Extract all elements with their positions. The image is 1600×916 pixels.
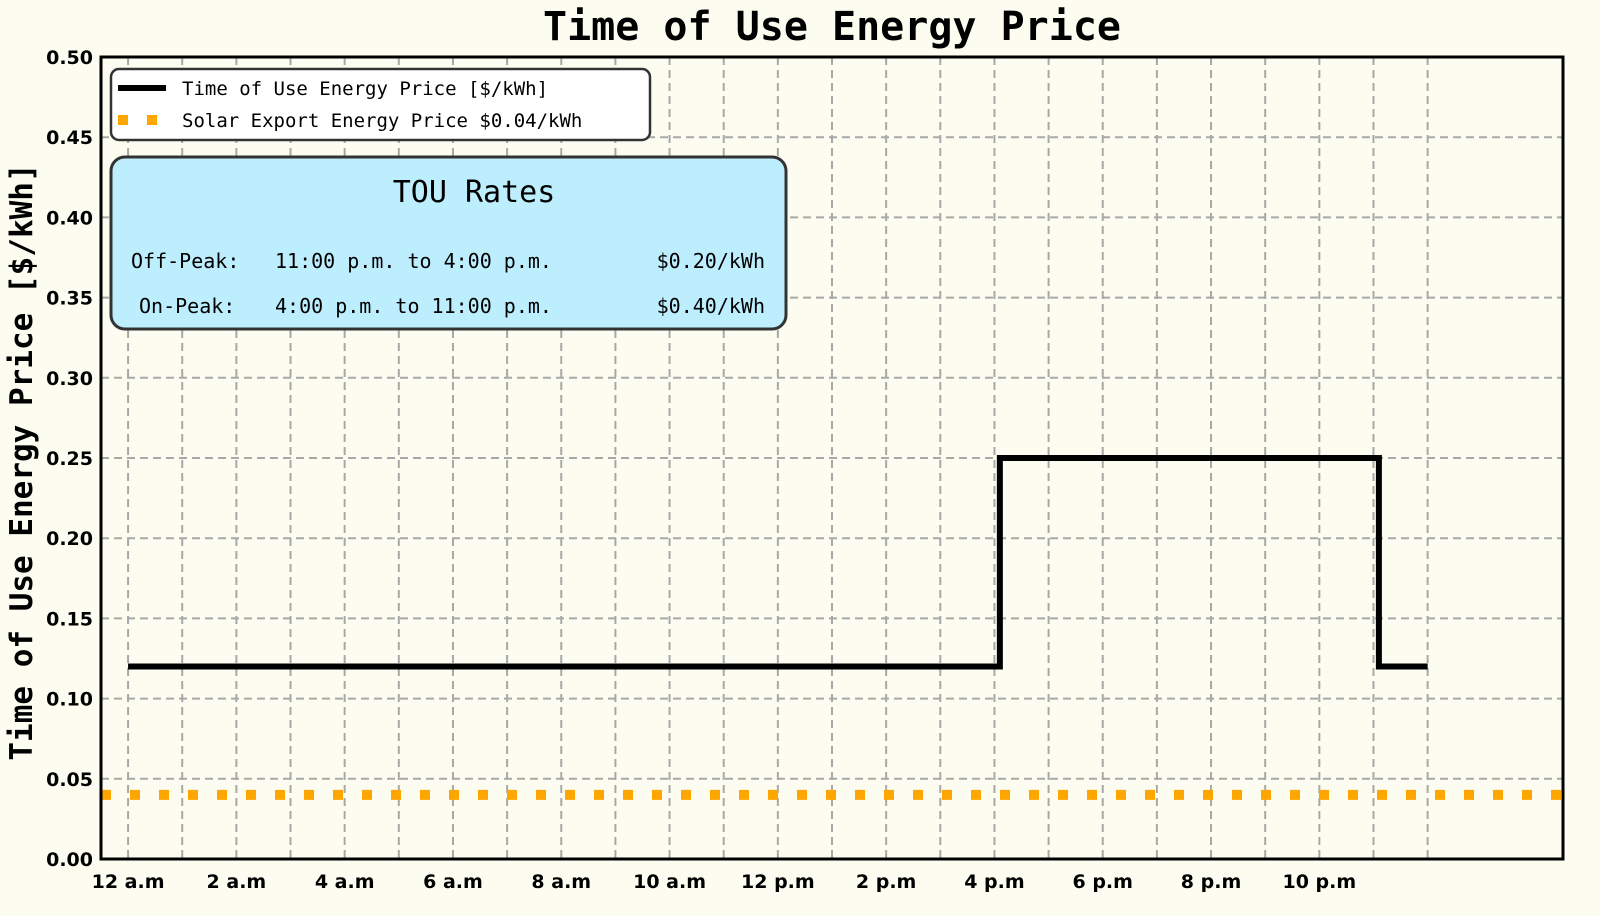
y-tick-label: 0.20 — [46, 528, 93, 550]
x-tick-label: 12 a.m — [92, 871, 165, 893]
x-tick-label: 6 p.m — [1073, 871, 1133, 893]
onpeak-period: On-Peak: — [139, 294, 235, 318]
offpeak-hours: 11:00 p.m. to 4:00 p.m. — [275, 249, 552, 273]
x-tick-label: 8 a.m — [531, 871, 591, 893]
y-tick-label: 0.50 — [46, 47, 93, 69]
y-tick-label: 0.45 — [46, 127, 93, 149]
y-tick-label: 0.35 — [46, 288, 93, 310]
x-tick-label: 12 p.m — [741, 871, 815, 893]
offpeak-period: Off-Peak: — [131, 249, 239, 273]
x-tick-label: 2 p.m — [856, 871, 916, 893]
info-box-title: TOU Rates — [393, 175, 556, 210]
y-tick-label: 0.10 — [46, 689, 93, 711]
onpeak-price: $0.40/kWh — [657, 294, 765, 318]
y-tick-label: 0.05 — [46, 769, 93, 791]
tou-price-line — [128, 455, 1428, 670]
x-tick-label: 6 a.m — [423, 871, 483, 893]
y-axis-label: Time of Use Energy Price [$/kWh] — [4, 163, 40, 760]
y-tick-label: 0.00 — [46, 849, 93, 871]
x-tick-label: 4 p.m — [964, 871, 1024, 893]
legend-label-solar: Solar Export Energy Price $0.04/kWh — [182, 110, 582, 132]
y-tick-label: 0.30 — [46, 368, 93, 390]
x-tick-labels: 12 a.m 2 a.m 4 a.m 6 a.m 8 a.m 10 a.m 12 p.m 2 … — [92, 871, 1357, 893]
series-lines — [101, 455, 1563, 800]
offpeak-price: $0.20/kWh — [657, 249, 765, 273]
x-tick-label: 10 p.m — [1282, 871, 1356, 893]
onpeak-hours: 4:00 p.m. to 11:00 p.m. — [275, 294, 552, 318]
x-tick-label: 4 a.m — [315, 871, 375, 893]
legend-box — [109, 67, 652, 142]
y-tick-label: 0.40 — [46, 207, 93, 229]
y-tick-label: 0.15 — [46, 608, 93, 630]
x-tick-label: 10 a.m — [633, 871, 706, 893]
info-box-background — [109, 155, 788, 331]
chart-title: Time of Use Energy Price — [543, 4, 1121, 50]
x-tick-label: 2 a.m — [207, 871, 267, 893]
plot-frame — [99, 55, 1565, 861]
legend-label-tou: Time of Use Energy Price [$/kWh] — [182, 78, 548, 100]
tou-rates-box: TOU Rates Off-Peak: 11:00 p.m. to 4:00 p… — [109, 155, 788, 331]
x-tick-label: 8 p.m — [1181, 871, 1241, 893]
legend: Time of Use Energy Price [$/kWh] Solar E… — [109, 67, 652, 142]
y-tick-label: 0.25 — [46, 448, 93, 470]
y-tick-labels: 0.00 0.05 0.10 0.15 0.20 0.25 0.30 0.35 0.40 0.45… — [46, 47, 93, 871]
